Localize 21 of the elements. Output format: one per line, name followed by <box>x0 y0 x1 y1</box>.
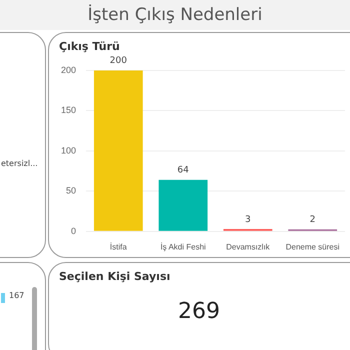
y-tick-label: 150 <box>60 105 76 116</box>
x-tick-label: İş Akdi Feshi <box>160 242 206 252</box>
bar <box>94 70 143 231</box>
text: İşten Çıkış Nedenleri <box>0 0 350 30</box>
data-label: 64 <box>177 166 190 176</box>
data-label: 200 <box>110 56 128 66</box>
x-tick-label: İstifa <box>110 242 128 252</box>
data-label: 3 <box>245 214 251 225</box>
chart-title: Çıkış Türü <box>59 40 120 53</box>
y-tick-label: 200 <box>60 64 76 75</box>
text: 269 <box>177 299 221 324</box>
bar <box>158 180 208 231</box>
x-tick-label: Devamsızlık <box>226 242 271 252</box>
data-label: 2 <box>310 215 316 226</box>
x-tick-label: Deneme süresi <box>286 242 340 252</box>
y-tick-label: 0 <box>71 226 76 236</box>
text: etersizl... <box>1 159 38 168</box>
text: 167 <box>9 291 24 300</box>
y-tick-label: 50 <box>66 186 76 196</box>
y-tick-label: 100 <box>60 145 76 156</box>
text: Seçilen Kişi Sayısı <box>59 270 170 283</box>
